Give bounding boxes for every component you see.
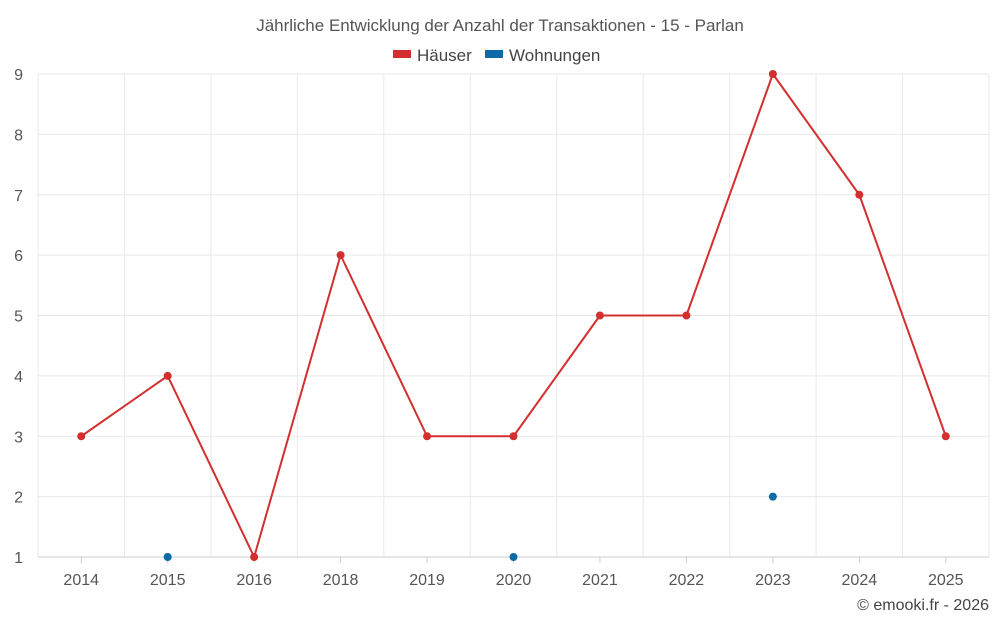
data-point-haeuser[interactable] <box>768 70 777 78</box>
legend-swatch-haeuser <box>393 50 411 58</box>
x-tick-label: 2020 <box>496 572 532 589</box>
x-tick-label: 2023 <box>755 572 791 589</box>
grid <box>37 73 990 557</box>
y-tick-label: 9 <box>14 67 23 84</box>
data-point-haeuser[interactable] <box>250 553 259 561</box>
legend-swatch-wohnungen <box>485 50 503 58</box>
data-point-haeuser[interactable] <box>682 311 691 320</box>
x-tick-label: 2025 <box>928 572 964 589</box>
data-point-wohnungen[interactable] <box>163 553 172 561</box>
data-point-wohnungen[interactable] <box>509 553 518 561</box>
x-tick-label: 2015 <box>150 572 186 589</box>
x-tick-label: 2024 <box>842 572 878 589</box>
data-point-haeuser[interactable] <box>855 190 864 199</box>
y-tick-label: 3 <box>14 429 23 446</box>
x-tick-label: 2018 <box>323 572 359 589</box>
series-haeuser <box>77 70 950 561</box>
data-point-haeuser[interactable] <box>336 251 345 260</box>
x-tick-label: 2019 <box>409 572 445 589</box>
y-tick-label: 4 <box>14 369 23 386</box>
series <box>77 70 950 561</box>
axes: 1 2 3 4 5 6 7 8 9 2014 2015 2016 2018 2019 2020 2021 202… <box>14 67 989 589</box>
data-point-haeuser[interactable] <box>595 311 604 320</box>
y-tick-label: 5 <box>14 309 23 326</box>
y-tick-label: 8 <box>14 127 23 144</box>
legend-label-haeuser[interactable]: Häuser <box>417 46 472 65</box>
x-tick-label: 2016 <box>236 572 272 589</box>
y-tick-label: 1 <box>14 550 23 567</box>
copyright-footer: © emooki.fr - 2026 <box>857 597 989 614</box>
series-wohnungen <box>163 492 777 561</box>
legend: Häuser Wohnungen <box>393 46 600 65</box>
legend-label-wohnungen[interactable]: Wohnungen <box>509 46 600 65</box>
chart-title: Jährliche Entwicklung der Anzahl der Tra… <box>256 16 744 35</box>
y-tick-label: 2 <box>14 490 23 507</box>
x-tick-label: 2022 <box>669 572 705 589</box>
y-tick-label: 6 <box>14 248 23 265</box>
x-tick-label: 2014 <box>63 572 99 589</box>
data-point-haeuser[interactable] <box>423 432 432 441</box>
data-point-wohnungen[interactable] <box>768 492 777 501</box>
data-point-haeuser[interactable] <box>941 432 950 441</box>
data-point-haeuser[interactable] <box>509 432 518 441</box>
x-tick-label: 2021 <box>582 572 618 589</box>
y-tick-label: 7 <box>14 188 23 205</box>
data-point-haeuser[interactable] <box>163 371 172 380</box>
data-point-haeuser[interactable] <box>77 432 86 441</box>
